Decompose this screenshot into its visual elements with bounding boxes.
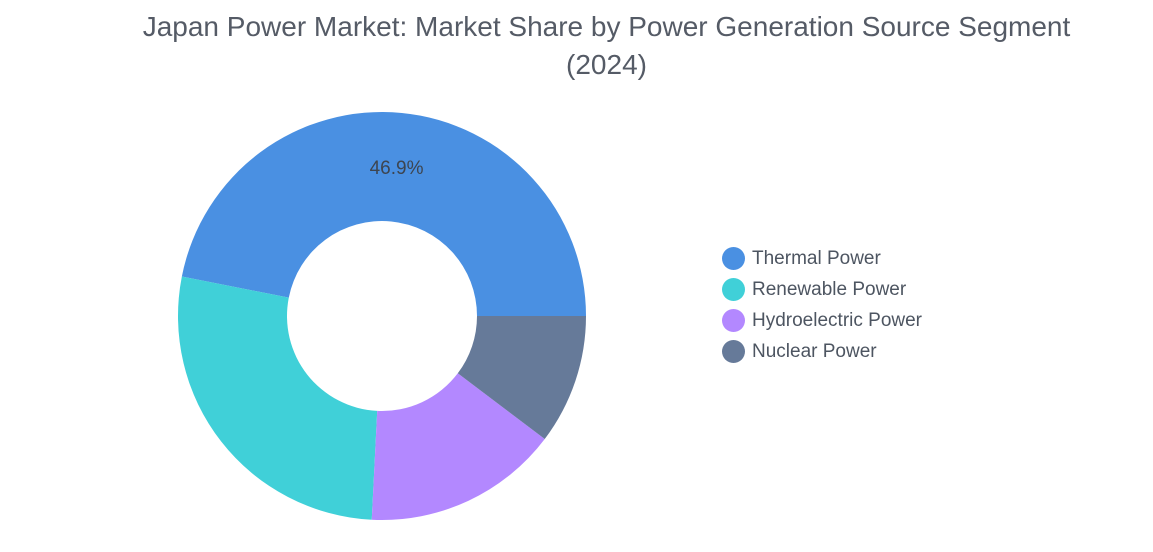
legend-swatch [722, 309, 745, 332]
chart-title: Japan Power Market: Market Share by Powe… [0, 8, 1153, 84]
slice-thermal-power [181, 112, 586, 316]
chart-title-text: Japan Power Market: Market Share by Powe… [142, 11, 1071, 42]
legend-label: Nuclear Power [752, 340, 877, 362]
legend-item-nuclear-power[interactable]: Nuclear Power [722, 336, 922, 367]
legend-item-thermal-power[interactable]: Thermal Power [722, 243, 922, 274]
chart-legend: Thermal Power Renewable Power Hydroelectri… [722, 243, 922, 367]
legend-item-hydroelectric-power[interactable]: Hydroelectric Power [722, 305, 922, 336]
legend-swatch [722, 247, 745, 270]
slice-renewable-power [178, 276, 378, 520]
legend-swatch [722, 340, 745, 363]
legend-swatch [722, 278, 745, 301]
legend-label: Hydroelectric Power [752, 309, 922, 331]
legend-label: Thermal Power [752, 247, 881, 269]
legend-label: Renewable Power [752, 278, 907, 300]
chart-subtitle: (2024) [566, 49, 647, 80]
slice-nuclear-power [457, 316, 586, 439]
slice-hydroelectric-power [371, 373, 545, 520]
legend-item-renewable-power[interactable]: Renewable Power [722, 274, 922, 305]
data-label-thermal-power: 46.9% [370, 158, 424, 179]
